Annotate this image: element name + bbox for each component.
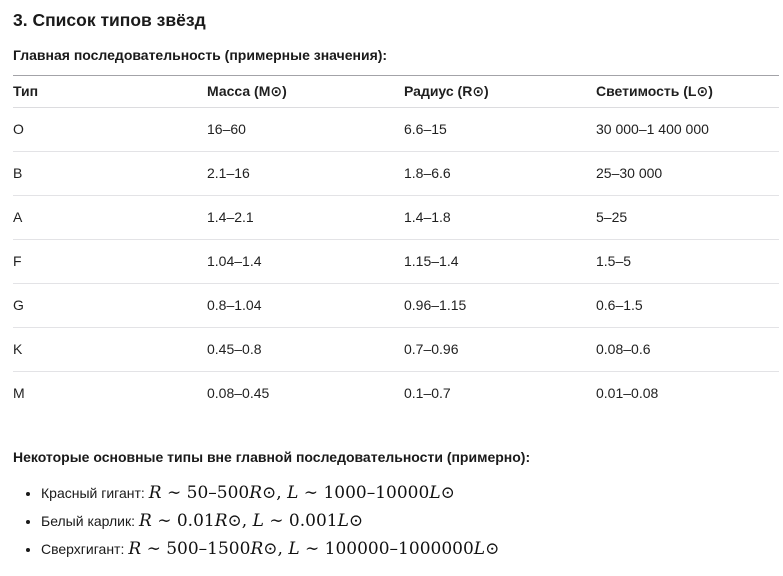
column-header-mass: Масса (M⊙) [207,75,404,108]
table-row: K 0.45–0.8 0.7–0.96 0.08–0.6 [13,327,779,372]
table-cell: 1.15–1.4 [404,239,596,284]
list-item-label: Сверхгигант: [41,541,125,557]
column-header-radius: Радиус (R⊙) [404,75,596,108]
table-cell: 1.5–5 [596,239,779,284]
table-cell: 0.1–0.7 [404,385,451,401]
list-item-math: R ∼ 0.01R⊙, L ∼ 0.001L⊙ [138,511,364,531]
table-row: F 1.04–1.4 1.15–1.4 1.5–5 [13,239,779,284]
table-cell: 5–25 [596,195,779,240]
table-cell: 0.7–0.96 [404,327,596,372]
offsequence-heading: Некоторые основные типы вне главной посл… [13,449,531,465]
table-row: G 0.8–1.04 0.96–1.15 0.6–1.5 [13,283,779,328]
table-cell: 1.4–1.8 [404,195,596,240]
table-cell: A [13,195,207,240]
table-cell: 6.6–15 [404,107,596,152]
table-row: B 2.1–16 1.8–6.6 25–30 000 [13,151,779,196]
table-cell: F [13,239,207,284]
table-cell: 16–60 [207,107,404,152]
list-item: Белый карлик:R ∼ 0.01R⊙, L ∼ 0.001L⊙ [41,507,779,535]
list-item-math: R ∼ 500–1500R⊙, L ∼ 100000–1000000L⊙ [128,539,500,559]
list-item: Красный гигант:R ∼ 50–500R⊙, L ∼ 1000–10… [41,479,779,507]
offsequence-list: Красный гигант:R ∼ 50–500R⊙, L ∼ 1000–10… [13,479,779,563]
table-row: A 1.4–2.1 1.4–1.8 5–25 [13,195,779,240]
table-cell: 0.45–0.8 [207,327,404,372]
table-cell: 0.8–1.04 [207,283,404,328]
document-content: 3. Список типов звёзд Главная последоват… [0,0,783,563]
list-item-label: Красный гигант: [41,485,145,501]
table-row: M 0.08–0.45 0.1–0.7 0.01–0.08 [13,372,779,416]
table-cell: 0.08–0.45 [207,385,270,401]
star-types-table: Тип Масса (M⊙) Радиус (R⊙) Светимость (L… [13,75,779,415]
column-header-type: Тип [13,75,207,108]
table-cell: O [13,107,207,152]
table-header-row: Тип Масса (M⊙) Радиус (R⊙) Светимость (L… [13,75,779,108]
table-cell: 0.01–0.08 [596,385,659,401]
table-cell: 0.08–0.6 [596,327,779,372]
section-title: 3. Список типов звёзд [13,10,206,30]
table-cell: G [13,283,207,328]
column-header-luminosity: Светимость (L⊙) [596,75,779,108]
list-item: Сверхгигант:R ∼ 500–1500R⊙, L ∼ 100000–1… [41,535,779,563]
table-cell: K [13,327,207,372]
table-intro-heading: Главная последовательность (примерные зн… [13,47,388,63]
list-item-label: Белый карлик: [41,513,135,529]
list-item-math: R ∼ 50–500R⊙, L ∼ 1000–10000L⊙ [148,483,455,503]
table-cell: 1.4–2.1 [207,195,404,240]
table-row: O 16–60 6.6–15 30 000–1 400 000 [13,107,779,152]
table-cell: 30 000–1 400 000 [596,107,779,152]
table-cell: 1.04–1.4 [207,239,404,284]
table-cell: 0.6–1.5 [596,283,779,328]
table-cell: 0.96–1.15 [404,283,596,328]
table-cell: M [13,385,25,401]
table-cell: B [13,151,207,196]
table-cell: 1.8–6.6 [404,151,596,196]
table-cell: 2.1–16 [207,151,404,196]
table-cell: 25–30 000 [596,151,779,196]
